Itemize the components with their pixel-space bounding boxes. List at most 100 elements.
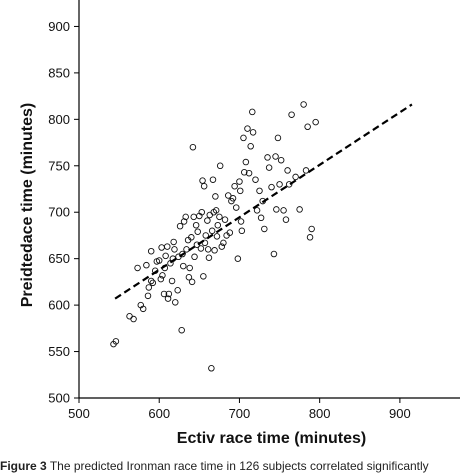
data-point — [306, 234, 314, 241]
x-tick-label: 800 — [309, 406, 331, 421]
data-point — [190, 213, 197, 221]
data-point — [172, 299, 179, 306]
data-points — [110, 101, 319, 372]
x-tick-label: 500 — [68, 406, 90, 421]
data-point — [176, 222, 184, 230]
data-point — [308, 225, 315, 233]
y-tick-label: 500 — [48, 391, 70, 406]
data-point — [253, 207, 261, 214]
data-point — [191, 253, 198, 261]
data-point — [193, 241, 201, 248]
data-point — [197, 245, 205, 252]
data-point — [277, 156, 285, 164]
data-point — [211, 247, 218, 254]
data-point — [285, 181, 293, 188]
data-point — [232, 204, 240, 211]
data-point — [200, 182, 208, 190]
data-point — [134, 264, 141, 272]
data-point — [126, 313, 133, 320]
data-point — [170, 238, 177, 246]
y-tick-label: 850 — [48, 65, 70, 80]
data-point — [276, 181, 283, 188]
data-point — [214, 221, 222, 229]
trend-line — [114, 103, 413, 300]
y-tick-label: 700 — [48, 205, 70, 220]
data-point — [149, 279, 157, 287]
data-point — [157, 275, 165, 283]
data-point — [237, 218, 245, 225]
data-point — [213, 233, 221, 240]
data-point — [249, 129, 257, 136]
axes — [78, 0, 460, 399]
data-point — [218, 243, 226, 250]
data-point — [241, 169, 248, 176]
data-point — [220, 239, 227, 247]
data-point — [264, 154, 271, 161]
data-point — [164, 295, 172, 302]
data-point — [312, 118, 319, 126]
data-point — [159, 272, 166, 279]
data-point — [180, 218, 188, 225]
data-point — [143, 261, 150, 269]
data-point — [244, 125, 251, 132]
data-point — [300, 101, 307, 108]
data-point — [257, 214, 265, 222]
data-point — [284, 167, 291, 174]
data-point — [296, 206, 303, 213]
data-point — [212, 207, 220, 214]
data-point — [144, 292, 152, 300]
data-point — [282, 216, 290, 223]
data-point — [200, 273, 207, 280]
data-point — [234, 255, 242, 262]
data-point — [198, 208, 205, 216]
data-point — [165, 290, 173, 298]
ticks: 500 600 700 800 900 500 550 600 650 700 750 800 850 9… — [48, 19, 410, 421]
data-point — [163, 243, 171, 250]
x-axis-title: Ectiv race time (minutes) — [177, 430, 366, 447]
data-point — [288, 111, 295, 118]
data-point — [274, 134, 282, 142]
data-point — [247, 143, 254, 150]
data-point — [270, 250, 278, 258]
y-axis-title: Preidtedace time (minutes) — [19, 103, 36, 308]
data-point — [160, 290, 168, 298]
data-point — [188, 278, 196, 286]
data-point — [199, 177, 206, 184]
data-point — [168, 277, 176, 285]
data-point — [208, 365, 215, 372]
data-point — [130, 315, 137, 323]
data-point — [304, 123, 311, 131]
data-point — [221, 216, 229, 223]
data-point — [256, 187, 263, 195]
y-tick-label: 600 — [48, 298, 70, 313]
data-point — [147, 247, 155, 255]
data-point — [216, 162, 224, 170]
data-point — [229, 195, 237, 202]
data-point — [174, 286, 181, 294]
data-point — [145, 284, 153, 291]
figure-caption: Figure 3 The predicted Ironman race time… — [0, 459, 474, 474]
data-point — [162, 252, 169, 260]
figure-caption-text: The predicted Ironman race time in 126 s… — [49, 459, 429, 473]
trend-line-group — [114, 103, 413, 300]
data-point — [171, 246, 178, 253]
data-point — [302, 167, 310, 174]
data-point — [242, 158, 250, 166]
x-tick-label: 700 — [229, 406, 251, 421]
data-point — [205, 254, 213, 261]
data-point — [231, 182, 238, 190]
data-point — [186, 264, 193, 272]
data-point — [292, 173, 299, 181]
data-point — [280, 207, 287, 214]
y-tick-label: 550 — [48, 344, 70, 359]
data-point — [224, 192, 232, 199]
data-point — [155, 257, 163, 264]
data-point — [204, 217, 211, 224]
y-tick-label: 800 — [48, 112, 70, 127]
data-point — [236, 187, 244, 195]
data-point — [202, 232, 210, 239]
data-point — [236, 178, 243, 185]
data-point — [208, 227, 216, 235]
data-point — [158, 244, 165, 251]
y-tick-label: 650 — [48, 251, 70, 266]
